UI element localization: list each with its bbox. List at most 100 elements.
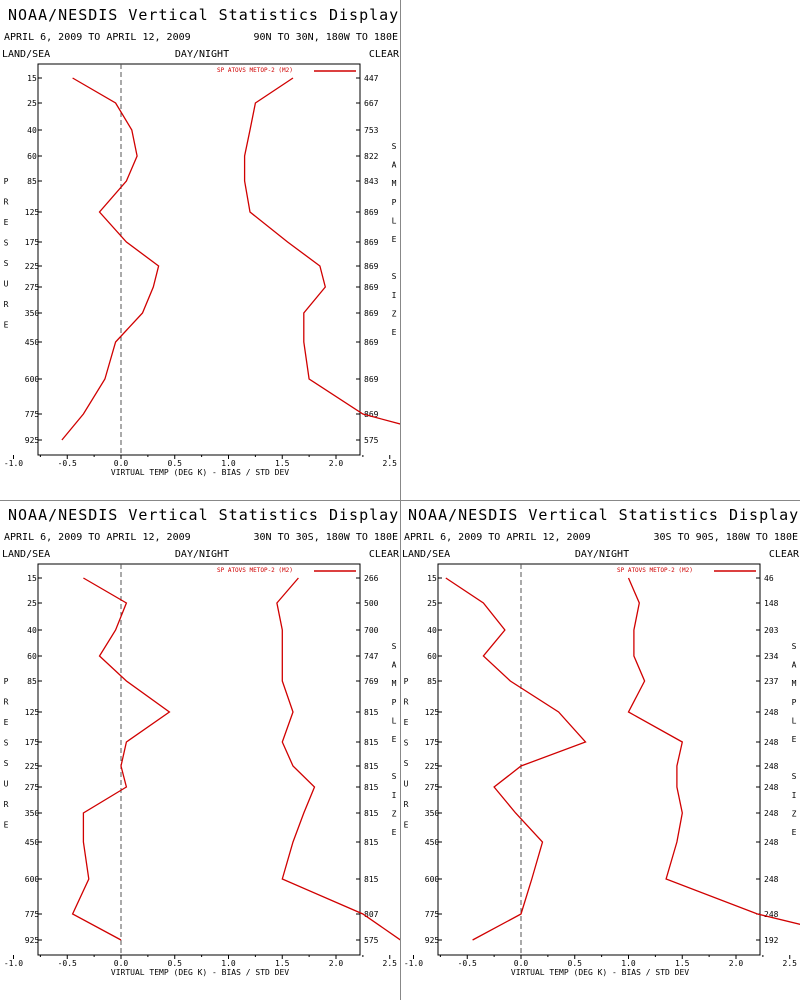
sample-size-value: 500 — [364, 599, 379, 608]
plot-frame — [38, 564, 360, 955]
x-tick-label: 2.5 — [383, 459, 398, 468]
x-tick-label: 2.0 — [729, 959, 744, 968]
pressure-tick: 25 — [27, 599, 37, 608]
sample-size-value: 667 — [364, 99, 379, 108]
display-title: NOAA/NESDIS Vertical Statistics Display — [408, 506, 799, 524]
sample-size-value: 148 — [764, 599, 779, 608]
sample-size-value: 815 — [364, 738, 379, 747]
panel-north: NOAA/NESDIS Vertical Statistics Display A… — [0, 0, 400, 500]
sample-size-value: 192 — [764, 936, 779, 945]
sample-size-axis: 4614820323423724824824824824824824824819… — [764, 574, 779, 945]
land-sea-label: LAND/SEA — [402, 549, 450, 560]
legend-label: SP ATOVS METOP-2 (M2) — [217, 567, 293, 574]
sample-size-value: 237 — [764, 677, 779, 686]
pressure-tick: 600 — [25, 375, 40, 384]
sample-size-value: 753 — [364, 126, 379, 135]
pressure-tick: 925 — [25, 936, 40, 945]
pressure-tick: 225 — [25, 762, 40, 771]
pressure-tick: 125 — [25, 708, 40, 717]
pressure-tick: 925 — [425, 936, 440, 945]
region-label: 30N TO 30S, 180W TO 180E — [254, 532, 399, 543]
x-tick-label: 2.0 — [329, 459, 344, 468]
x-tick-label: 0.0 — [114, 959, 129, 968]
clear-label: CLEAR — [369, 549, 400, 560]
sample-size-value: 869 — [364, 238, 379, 247]
sample-size-value: 248 — [764, 738, 779, 747]
std-dev-line — [277, 578, 400, 940]
sample-size-axis: 2665007007477698158158158158158158158075… — [364, 574, 379, 945]
sample-size-value: 447 — [364, 74, 379, 83]
region-label: 90N TO 30N, 180W TO 180E — [254, 32, 399, 43]
pressure-tick: 175 — [425, 738, 440, 747]
pressure-tick: 225 — [25, 262, 40, 271]
pressure-tick: 60 — [27, 152, 37, 161]
pressure-tick: 275 — [25, 783, 40, 792]
sample-size-value: 869 — [364, 309, 379, 318]
pressure-tick: 60 — [427, 652, 437, 661]
pressure-tick: 600 — [25, 875, 40, 884]
pressure-tick: 275 — [425, 783, 440, 792]
pressure-tick: 775 — [425, 910, 440, 919]
pressure-tick: 275 — [25, 283, 40, 292]
pressure-tick: 15 — [27, 74, 37, 83]
land-sea-label: LAND/SEA — [2, 49, 50, 60]
sample-size-value: 869 — [364, 375, 379, 384]
sample-size-value: 248 — [764, 783, 779, 792]
x-tick-label: -0.5 — [458, 959, 477, 968]
pressure-tick: 85 — [27, 177, 37, 186]
date-range: APRIL 6, 2009 TO APRIL 12, 2009 — [4, 32, 191, 43]
sample-size-value: 815 — [364, 762, 379, 771]
x-tick-label: 1.5 — [275, 459, 290, 468]
sample-size-value: 575 — [364, 436, 379, 445]
region-label: 30S TO 90S, 180W TO 180E — [654, 532, 799, 543]
x-tick-label: 1.0 — [621, 959, 636, 968]
pressure-tick: 175 — [25, 738, 40, 747]
pressure-tick: 350 — [25, 809, 40, 818]
pressure-tick: 450 — [25, 338, 40, 347]
x-tick-label: 0.5 — [568, 959, 583, 968]
x-tick-label: 2.5 — [783, 959, 798, 968]
pressure-tick: 25 — [427, 599, 437, 608]
sample-size-axis: 4476677538228438698698698698698698698695… — [364, 74, 379, 445]
day-night-label: DAY/NIGHT — [175, 549, 229, 560]
sample-size-value: 266 — [364, 574, 379, 583]
pressure-tick: 775 — [25, 410, 40, 419]
sample-size-value: 203 — [764, 626, 779, 635]
pressure-tick: 350 — [25, 309, 40, 318]
sample-size-value: 822 — [364, 152, 379, 161]
sample-size-value: 869 — [364, 208, 379, 217]
pressure-tick: 15 — [427, 574, 437, 583]
sample-size-value: 815 — [364, 708, 379, 717]
sample-size-value: 234 — [764, 652, 779, 661]
sample-size-value: 769 — [364, 677, 379, 686]
x-tick-label: 1.0 — [221, 459, 236, 468]
sample-size-value: 815 — [364, 783, 379, 792]
pressure-tick: 40 — [27, 626, 37, 635]
x-axis: -1.0-0.50.00.51.01.52.02.53.03.54.0 — [400, 955, 800, 968]
sample-size-value: 869 — [364, 283, 379, 292]
clear-label: CLEAR — [769, 549, 800, 560]
sample-size-value: 869 — [364, 338, 379, 347]
x-tick-label: 1.0 — [221, 959, 236, 968]
sample-size-value: 248 — [764, 838, 779, 847]
pressure-tick: 925 — [25, 436, 40, 445]
sample-size-value: 843 — [364, 177, 379, 186]
land-sea-label: LAND/SEA — [2, 549, 50, 560]
sample-size-value: 46 — [764, 574, 774, 583]
stats-chart: NOAA/NESDIS Vertical Statistics DisplayA… — [400, 500, 800, 1000]
pressure-tick: 450 — [425, 838, 440, 847]
horizontal-divider — [0, 500, 800, 501]
pressure-tick: 175 — [25, 238, 40, 247]
x-tick-label: -1.0 — [404, 959, 423, 968]
pressure-tick: 15 — [27, 574, 37, 583]
sample-size-value: 248 — [764, 875, 779, 884]
display-title: NOAA/NESDIS Vertical Statistics Display — [8, 6, 399, 24]
